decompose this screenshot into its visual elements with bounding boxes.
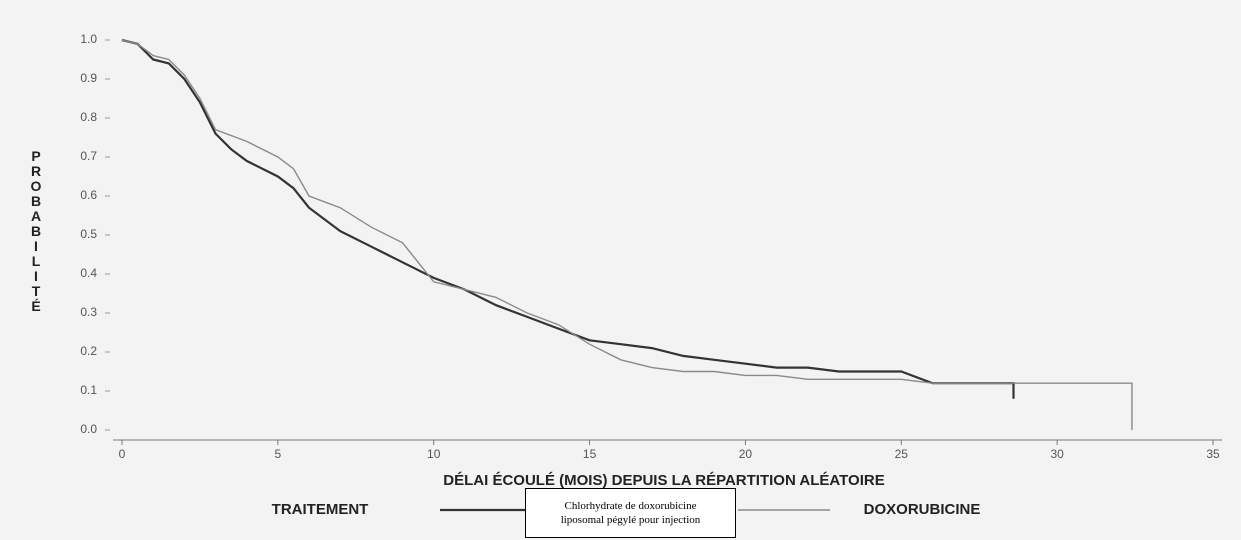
y-tick-label: 0.8 <box>80 110 97 124</box>
survival-curve <box>121 39 1133 430</box>
y-tick-label: 0.9 <box>80 71 97 85</box>
y-tick-label: 0.4 <box>80 266 97 280</box>
x-tick-label: 10 <box>427 447 441 461</box>
y-tick-label: 0.6 <box>80 188 97 202</box>
x-axis-label: DÉLAI ÉCOULÉ (MOIS) DEPUIS LA RÉPARTITIO… <box>443 472 884 489</box>
legend-label: DOXORUBICINE <box>864 501 981 518</box>
x-tick-label: 15 <box>583 447 597 461</box>
y-tick-label: 1.0 <box>80 32 97 46</box>
x-tick-label: 0 <box>119 447 126 461</box>
legend-entry: Chlorhydrate de doxorubicine liposomal p… <box>525 488 736 538</box>
x-tick-label: 5 <box>275 447 282 461</box>
x-tick-label: 30 <box>1050 447 1064 461</box>
y-tick-label: 0.7 <box>80 149 97 163</box>
y-tick-label: 0.3 <box>80 305 97 319</box>
y-tick-label: 0.2 <box>80 344 97 358</box>
y-tick-label: 0.0 <box>80 422 97 436</box>
x-tick-label: 20 <box>739 447 753 461</box>
survival-curve <box>121 38 1015 399</box>
y-axis-label: PROBABILITÉ <box>28 148 44 313</box>
x-tick-label: 35 <box>1206 447 1220 461</box>
legend-title: TRAITEMENT <box>272 501 369 518</box>
y-tick-label: 0.5 <box>80 227 97 241</box>
y-tick-label: 0.1 <box>80 383 97 397</box>
x-tick-label: 25 <box>895 447 909 461</box>
